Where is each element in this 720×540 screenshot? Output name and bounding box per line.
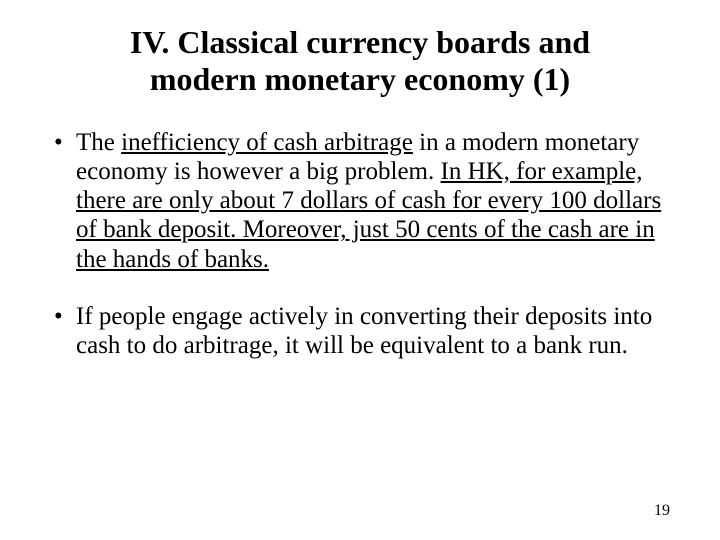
list-item: The inefficiency of cash arbitrage in a … [50, 128, 670, 274]
slide-title: IV. Classical currency boards and modern… [50, 24, 670, 98]
title-line-2: modern monetary economy (1) [150, 61, 570, 97]
bullet1-text-plain: The [76, 129, 121, 156]
bullet2-text: If people engage actively in converting … [76, 303, 652, 359]
title-line-1: IV. Classical currency boards and [130, 24, 590, 60]
page-number: 19 [654, 502, 670, 520]
list-item: If people engage actively in converting … [50, 302, 670, 361]
bullet-list: The inefficiency of cash arbitrage in a … [50, 128, 670, 361]
slide: IV. Classical currency boards and modern… [0, 0, 720, 540]
bullet1-text-underlined-1: inefficiency of cash arbitrage [121, 129, 413, 156]
